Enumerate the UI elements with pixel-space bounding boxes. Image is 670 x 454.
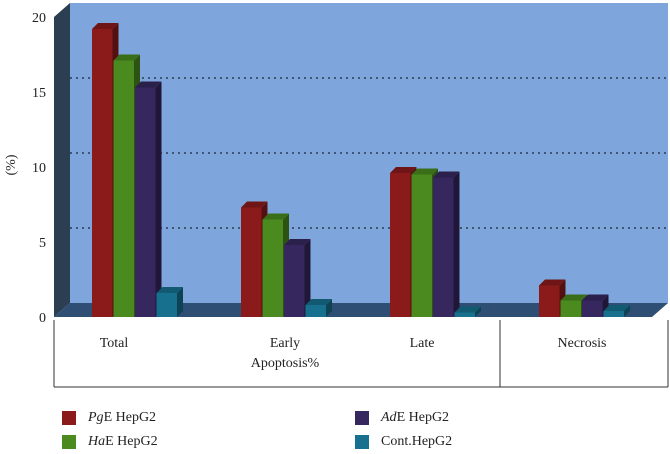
bar-top-0-2 (390, 167, 417, 173)
bar-2-0 (135, 87, 156, 317)
y-tick-label-2: 10 (32, 161, 46, 176)
y-tick-label-0: 0 (39, 311, 46, 326)
y-tick-label-3: 15 (32, 86, 46, 101)
bar-1-1 (262, 219, 283, 317)
bar-2-1 (284, 245, 305, 317)
legend-swatch-ade (355, 411, 369, 425)
y-axis-label: (%) (4, 154, 19, 175)
bar-top-3-2 (454, 306, 481, 313)
bar-3-0 (156, 293, 177, 317)
bar-side-2-0 (155, 81, 162, 317)
bar-3-1 (305, 305, 326, 317)
legend-label-hae: E HepG2 (105, 434, 158, 449)
bar-2-2 (433, 177, 454, 317)
legend-swatch-cont (355, 435, 369, 449)
bar-1-3 (560, 300, 581, 317)
legend-item-hae: HaE HepG2 (62, 434, 158, 450)
legend-label-ade-prefix: Ad (381, 410, 397, 425)
legend-swatch-hae (62, 435, 76, 449)
y-tick-label-4: 20 (32, 11, 46, 26)
legend-label-cont: Cont.HepG2 (381, 434, 453, 449)
bar-top-1-2 (411, 168, 438, 175)
y-tick-label-1: 5 (39, 236, 46, 251)
plot-side-wall (54, 3, 70, 317)
bar-0-0 (92, 29, 113, 317)
bar-side-2-1 (304, 239, 311, 317)
legend-swatch-pge (62, 411, 76, 425)
plot-back-wall (70, 3, 668, 303)
bar-side-3-3 (624, 305, 630, 317)
bar-side-3-2 (475, 306, 481, 317)
legend-label-hae-prefix: Ha (88, 434, 106, 449)
bar-side-3-0 (177, 287, 183, 317)
legend-label-ade: E HepG2 (396, 410, 450, 425)
bar-0-2 (390, 173, 411, 317)
bar-1-2 (411, 174, 432, 317)
bar-top-0-0 (92, 23, 119, 29)
category-label-0: Total (100, 336, 129, 351)
bar-top-2-1 (284, 239, 311, 245)
bar-top-0-3 (539, 279, 566, 286)
category-label-3: Necrosis (558, 336, 607, 351)
bar-top-2-3 (582, 294, 609, 301)
bar-1-0 (113, 60, 134, 317)
legend-item-ade: AdE HepG2 (355, 410, 449, 426)
category-label-1-line1: Apoptosis% (251, 356, 320, 371)
bar-top-3-3 (603, 305, 630, 311)
bar-top-2-2 (433, 171, 460, 178)
category-label-2: Late (410, 336, 435, 351)
bar-0-3 (539, 285, 560, 317)
bar-2-3 (582, 300, 603, 317)
bar-top-2-0 (135, 81, 162, 88)
plot-floor (54, 303, 668, 317)
bar-top-1-1 (262, 213, 289, 220)
bar-top-0-1 (241, 201, 268, 208)
bar-top-1-3 (560, 294, 587, 301)
legend-item-cont: Cont.HepG2 (355, 434, 452, 450)
bar-3-2 (454, 312, 475, 317)
legend: PgE HepG2 HaE HepG2 AdE HepG2 Cont.HepG2 (62, 404, 662, 454)
bar-0-1 (241, 207, 262, 317)
bar-top-3-0 (156, 287, 183, 293)
bar-top-1-0 (113, 54, 140, 61)
legend-label-pge: E HepG2 (103, 410, 157, 425)
legend-item-pge: PgE HepG2 (62, 410, 156, 426)
bar-side-2-2 (453, 171, 460, 317)
bar-3-3 (603, 311, 624, 317)
bar-top-3-1 (305, 299, 332, 305)
legend-label-pge-prefix: Pg (88, 410, 104, 425)
category-label-1: Early (270, 336, 300, 351)
